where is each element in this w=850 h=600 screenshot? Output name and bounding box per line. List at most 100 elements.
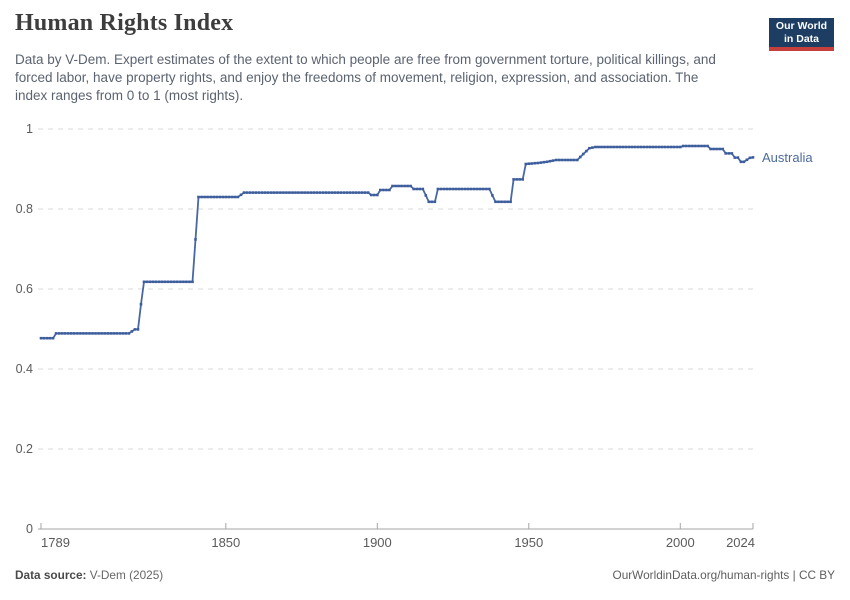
data-point-marker [106, 332, 109, 335]
data-point-marker [566, 158, 570, 162]
data-point-marker [551, 159, 555, 162]
data-point-marker [288, 191, 291, 194]
data-point-marker [406, 184, 409, 188]
data-point-marker [412, 187, 415, 191]
data-point-marker [145, 280, 149, 284]
data-point-marker [303, 191, 306, 194]
data-point-marker [167, 280, 170, 284]
data-point-marker [91, 332, 94, 335]
data-point-marker [730, 152, 734, 155]
data-point-marker [121, 332, 125, 335]
data-point-marker [70, 332, 73, 335]
data-point-marker [206, 195, 209, 199]
data-point-marker [248, 191, 252, 194]
data-point-marker [97, 332, 100, 335]
data-point-marker [709, 147, 712, 151]
data-point-marker [388, 188, 391, 192]
data-point-marker [315, 191, 318, 194]
data-point-marker [515, 178, 518, 181]
data-point-marker [415, 187, 418, 191]
data-point-marker [179, 280, 182, 284]
data-point-marker [727, 152, 731, 155]
data-point-marker [336, 191, 340, 194]
data-point-marker [51, 336, 55, 340]
data-point-marker [42, 336, 46, 340]
x-tick-label: 1789 [41, 535, 70, 550]
chart-subtitle: Data by V-Dem. Expert estimates of the e… [15, 52, 716, 104]
data-point-marker [636, 145, 640, 149]
data-point-marker [427, 200, 431, 204]
data-point-marker [79, 332, 82, 335]
data-point-marker [630, 145, 634, 149]
data-point-marker [139, 302, 143, 306]
data-point-marker [366, 191, 370, 194]
data-point-marker [276, 191, 279, 194]
data-point-marker [318, 191, 321, 194]
data-point-marker [163, 280, 167, 284]
owid-logo[interactable]: Our World in Data [769, 18, 834, 51]
data-point-marker [476, 187, 479, 191]
data-point-marker [615, 145, 618, 149]
x-tick-label: 1850 [211, 535, 240, 550]
data-point-marker [739, 160, 743, 164]
data-point-marker [236, 195, 240, 199]
data-point-marker [645, 145, 649, 149]
data-point-marker [330, 191, 334, 194]
data-point-marker [239, 193, 243, 197]
data-point-marker [518, 178, 521, 181]
data-point-marker [351, 191, 355, 194]
data-point-marker [224, 195, 228, 199]
data-point-marker [509, 200, 512, 204]
data-point-marker [279, 191, 282, 194]
credit-link[interactable]: OurWorldinData.org/human-rights | CC BY [612, 568, 835, 582]
data-point-marker [488, 187, 491, 191]
data-point-marker [160, 280, 164, 284]
data-point-marker [57, 332, 61, 335]
data-point-marker [548, 159, 552, 163]
data-point-marker [109, 332, 112, 335]
x-tick-label: 2024 [726, 535, 755, 550]
series-line-australia[interactable] [40, 145, 754, 340]
data-point-marker [176, 280, 179, 284]
data-point-marker [688, 144, 691, 148]
data-point-marker [442, 187, 446, 191]
series-label[interactable]: Australia [762, 150, 813, 165]
data-point-marker [218, 195, 222, 199]
data-point-marker [257, 191, 261, 194]
data-point-marker [724, 152, 727, 155]
data-point-marker [542, 160, 546, 164]
data-point-marker [291, 191, 294, 194]
data-point-marker [436, 187, 440, 191]
data-point-marker [479, 187, 482, 191]
data-point-marker [576, 158, 579, 162]
data-point-marker [88, 332, 91, 335]
data-point-marker [354, 191, 358, 194]
data-point-marker [242, 191, 246, 194]
data-point-marker [469, 187, 473, 191]
data-point-marker [154, 280, 158, 284]
data-point-marker [233, 195, 237, 199]
owid-logo-line2: in Data [783, 32, 819, 45]
data-point-marker [430, 200, 434, 204]
data-point-marker [685, 144, 688, 148]
data-point-marker [266, 191, 270, 194]
data-source: Data source: V-Dem (2025) [15, 568, 163, 582]
data-point-marker [321, 191, 325, 194]
chart-footer: Data source: V-Dem (2025) OurWorldinData… [15, 568, 835, 582]
data-point-marker [421, 187, 425, 191]
data-point-marker [588, 146, 591, 150]
data-point-marker [466, 187, 470, 191]
data-point-marker [512, 178, 515, 181]
data-point-marker [712, 147, 715, 151]
data-point-marker [151, 280, 155, 284]
data-point-marker [448, 187, 452, 191]
data-point-marker [657, 145, 661, 149]
data-point-marker [563, 158, 567, 162]
data-point-marker [182, 280, 185, 284]
data-point-marker [254, 191, 258, 194]
data-point-marker [357, 191, 361, 194]
data-point-marker [691, 144, 694, 148]
data-point-marker [63, 332, 67, 335]
